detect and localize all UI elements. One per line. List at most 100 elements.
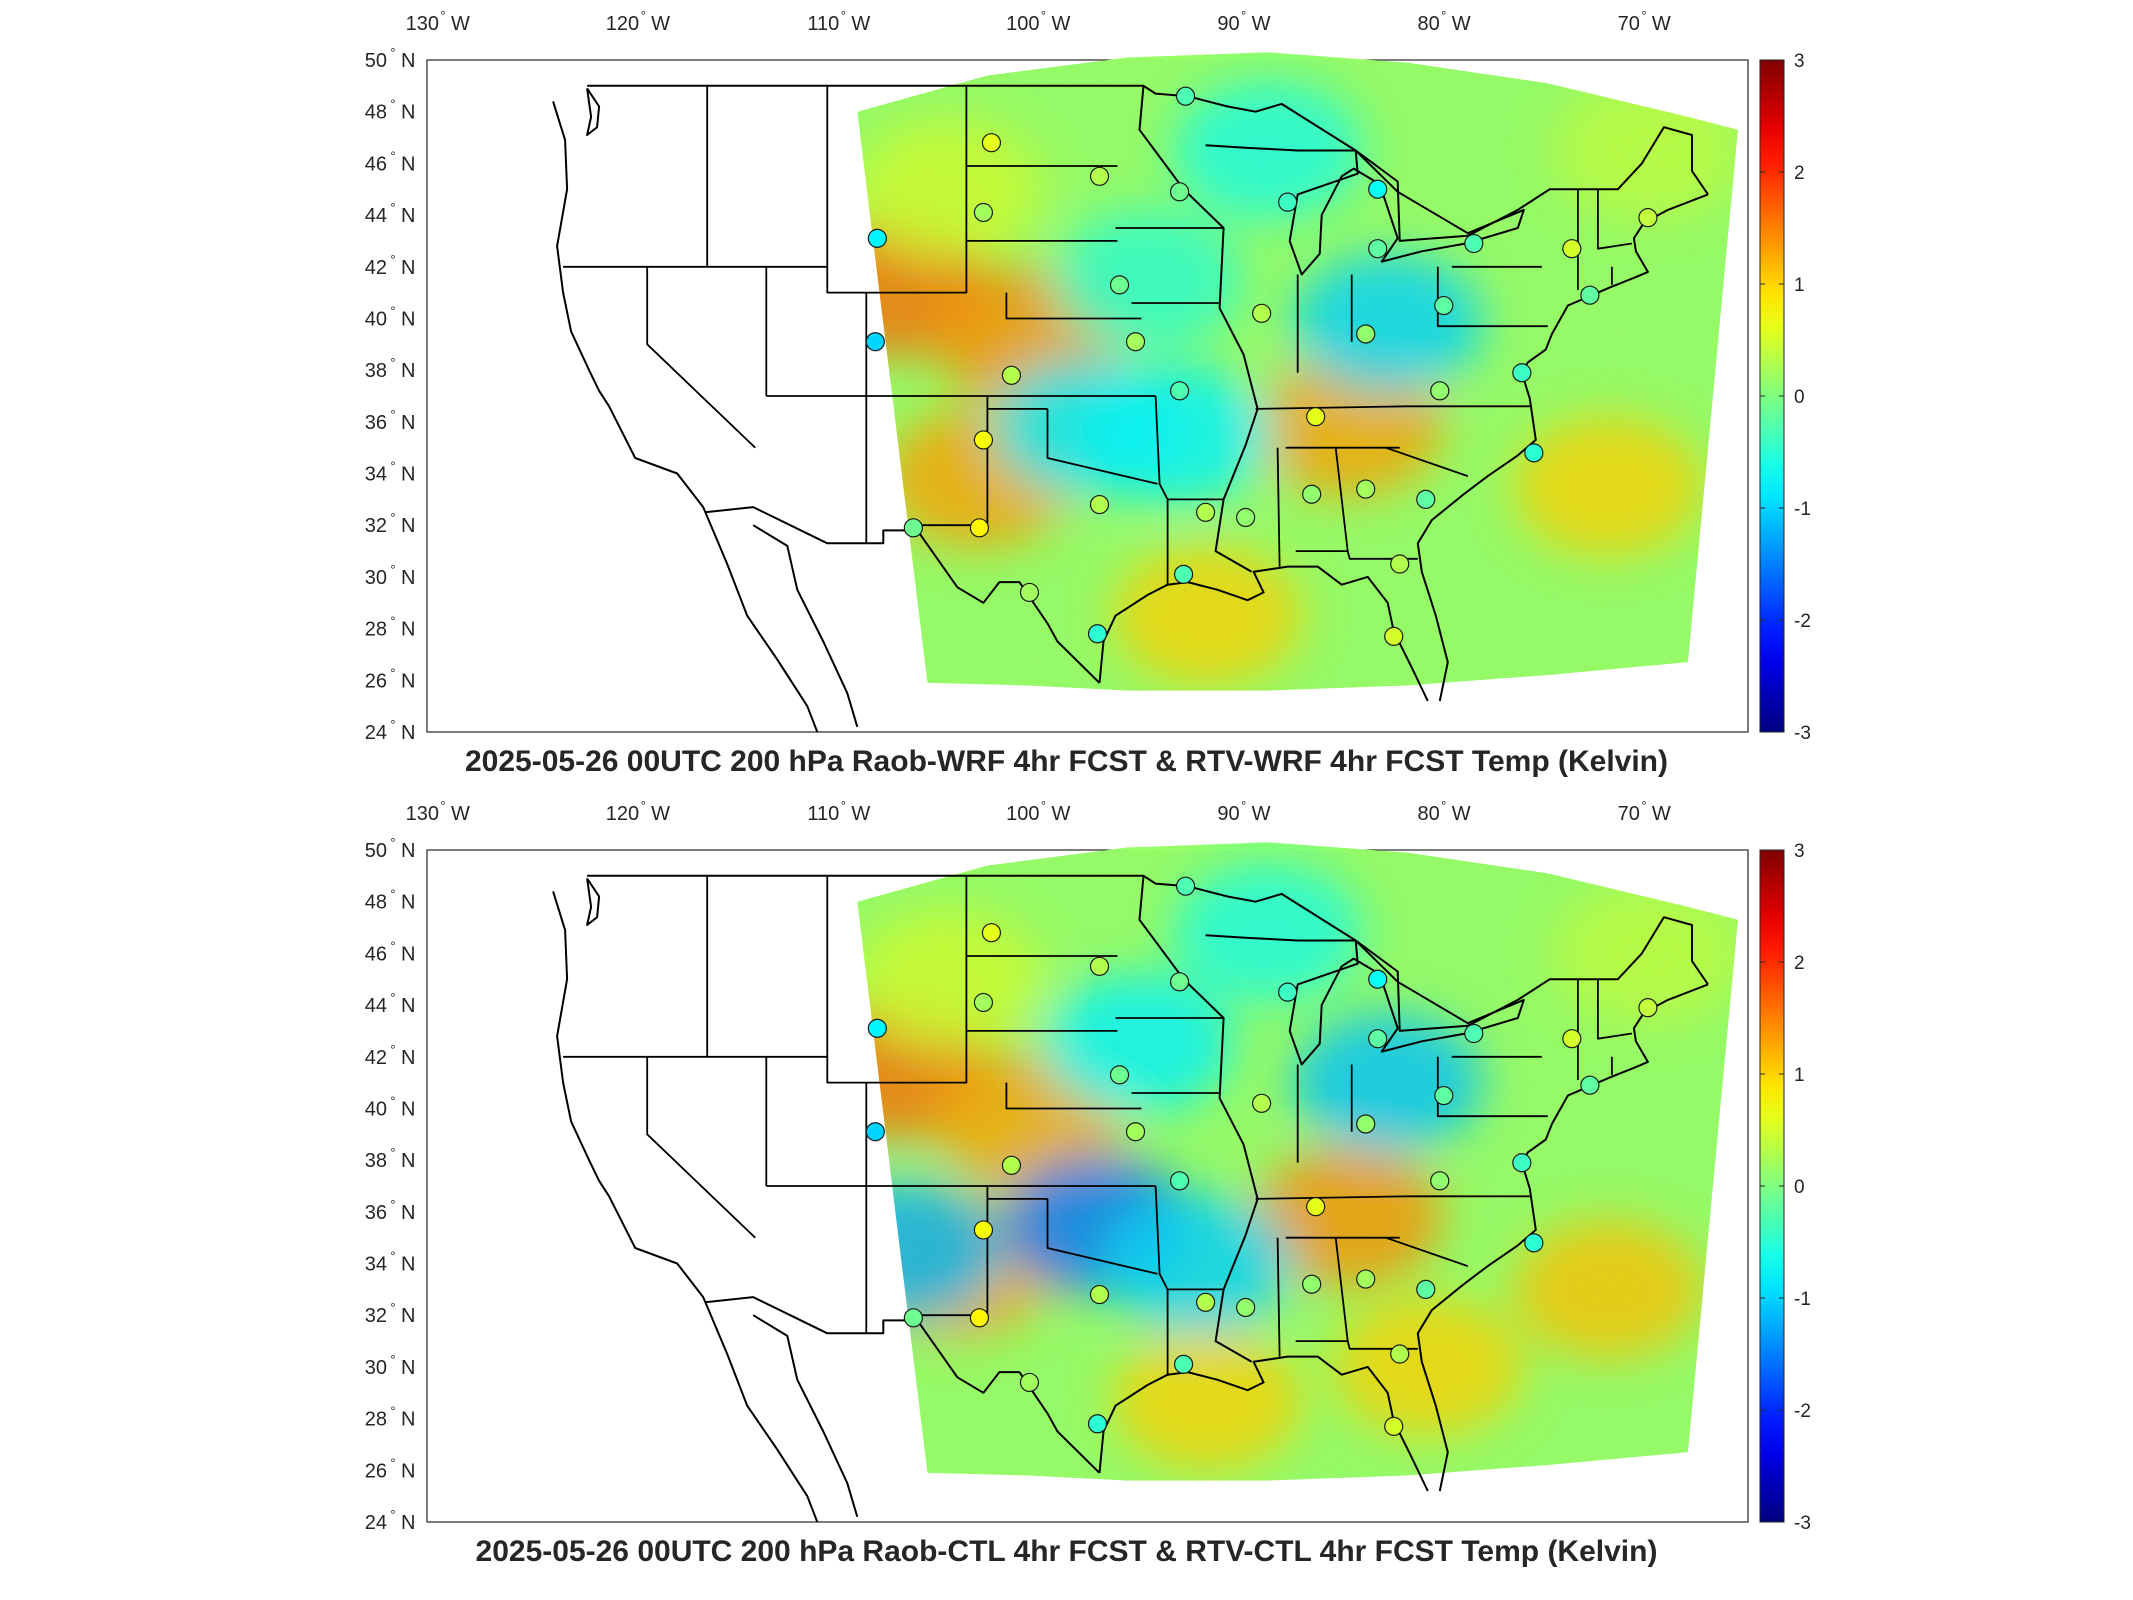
y-tick-30-N: 30 ° N: [365, 562, 416, 589]
temperature-difference-map-bottom: 130 ° W 120 ° W 110 ° W 100 ° W 90 ° W 80 ° W 70 ° W50 ° N48 ° N…: [365, 798, 1811, 1534]
station-marker-10: [1562, 239, 1582, 259]
y-tick-hemisphere: N: [401, 1305, 415, 1327]
colorbar-label: 0: [1794, 387, 1805, 408]
y-tick-hemisphere: N: [401, 722, 415, 744]
state-line-22: [1385, 1236, 1469, 1267]
station-marker-0: [1175, 86, 1196, 106]
station-marker-13: [1252, 303, 1272, 323]
y-tick-value: 26: [365, 1460, 387, 1482]
degree-mark: °: [390, 1093, 395, 1108]
station-marker-24: [973, 1220, 994, 1240]
colorbar-label: 3: [1794, 841, 1805, 862]
y-tick-46-N: 46 ° N: [365, 938, 416, 965]
y-tick-34-N: 34 ° N: [365, 459, 416, 486]
colorbar-label: 2: [1794, 953, 1805, 974]
degree-mark: °: [841, 798, 846, 813]
atlantic-coast: [1416, 983, 1709, 1492]
station-marker-9: [1464, 233, 1484, 254]
station-marker-33: [969, 518, 990, 538]
x-tick-100-W: 100 ° W: [1006, 798, 1070, 825]
station-marker-2: [1089, 956, 1110, 976]
station-marker-36: [1087, 1414, 1108, 1434]
y-tick-value: 28: [365, 619, 387, 641]
degree-mark: °: [390, 252, 395, 267]
station-marker-20: [1169, 1171, 1190, 1191]
station-marker-26: [1089, 494, 1110, 515]
colorbar-label: -2: [1794, 1401, 1811, 1422]
gulf-coast: [1098, 1355, 1429, 1492]
x-tick-value: 100: [1006, 803, 1039, 825]
degree-mark: °: [440, 798, 445, 813]
y-tick-value: 30: [365, 1357, 387, 1379]
y-tick-hemisphere: N: [401, 1150, 415, 1172]
x-tick-hemisphere: W: [1252, 803, 1271, 825]
degree-mark: °: [641, 8, 646, 23]
degree-mark: °: [1041, 8, 1046, 23]
x-tick-80-W: 80 ° W: [1418, 798, 1471, 825]
y-tick-value: 38: [365, 1150, 387, 1172]
y-tick-hemisphere: N: [401, 515, 415, 537]
x-tick-hemisphere: W: [1652, 803, 1671, 825]
y-tick-hemisphere: N: [401, 670, 415, 692]
y-tick-40-N: 40 ° N: [365, 1093, 416, 1120]
y-tick-26-N: 26 ° N: [365, 1455, 416, 1482]
station-marker-15: [1580, 285, 1600, 305]
degree-mark: °: [390, 614, 395, 629]
x-tick-value: 90: [1217, 803, 1239, 825]
degree-mark: °: [390, 45, 395, 60]
y-tick-hemisphere: N: [401, 567, 415, 589]
station-marker-37: [1390, 1344, 1410, 1364]
y-tick-48-N: 48 ° N: [365, 887, 416, 914]
y-tick-44-N: 44 ° N: [365, 200, 416, 227]
degree-mark: °: [1041, 798, 1046, 813]
chart-title-bottom: 2025-05-26 00UTC 200 hPa Raob-CTL 4hr FC…: [475, 1535, 1658, 1568]
degree-mark: °: [841, 8, 846, 23]
station-marker-28: [1236, 1297, 1256, 1318]
west-coast: [552, 101, 819, 733]
mississippi-river: [1138, 875, 1259, 1363]
state-line-29: [1597, 189, 1633, 250]
y-tick-hemisphere: N: [401, 1512, 415, 1534]
y-tick-hemisphere: N: [401, 995, 415, 1017]
station-marker-5: [1278, 982, 1298, 1002]
station-marker-33: [969, 1308, 990, 1328]
chart-title-top: 2025-05-26 00UTC 200 hPa Raob-WRF 4hr FC…: [465, 745, 1668, 778]
station-marker-27: [1195, 502, 1216, 522]
x-tick-value: 130: [406, 13, 439, 35]
x-tick-110-W: 110 ° W: [807, 8, 870, 35]
y-tick-hemisphere: N: [401, 205, 415, 227]
y-tick-50-N: 50 ° N: [365, 835, 416, 862]
degree-mark: °: [390, 1197, 395, 1212]
y-tick-value: 50: [365, 50, 387, 72]
station-marker-1: [981, 923, 1002, 943]
x-tick-value: 70: [1618, 13, 1640, 35]
y-tick-value: 46: [365, 943, 387, 965]
x-tick-hemisphere: W: [1652, 13, 1671, 35]
station-marker-20: [1169, 381, 1190, 401]
colorbar-label: -1: [1794, 1289, 1811, 1310]
station-marker-10: [1562, 1029, 1582, 1049]
great-lakes: [1205, 934, 1525, 1066]
degree-mark: °: [390, 835, 395, 850]
y-tick-hemisphere: N: [401, 102, 415, 124]
x-tick-value: 120: [606, 13, 639, 35]
degree-mark: °: [390, 97, 395, 112]
us-mexico-border: [705, 506, 1101, 684]
y-tick-value: 36: [365, 412, 387, 434]
x-tick-90-W: 90 ° W: [1217, 8, 1270, 35]
station-marker-35: [1019, 582, 1040, 603]
degree-mark: °: [390, 990, 395, 1005]
station-marker-12: [1109, 275, 1130, 295]
y-tick-value: 24: [365, 1512, 387, 1534]
degree-mark: °: [390, 407, 395, 422]
x-tick-hemisphere: W: [851, 803, 870, 825]
state-line-3: [646, 266, 756, 449]
station-marker-19: [1001, 365, 1022, 385]
state-line-25: [1436, 266, 1548, 328]
y-tick-36-N: 36 ° N: [365, 1197, 416, 1224]
state-line-25: [1436, 1056, 1548, 1118]
y-tick-value: 32: [365, 515, 387, 537]
station-marker-6: [973, 992, 994, 1013]
y-tick-48-N: 48 ° N: [365, 97, 416, 124]
map-panel-top: 130 ° W 120 ° W 110 ° W 100 ° W 90 ° W 80 ° W 70 ° W 50 ° N 48 ° N…: [365, 8, 1811, 778]
